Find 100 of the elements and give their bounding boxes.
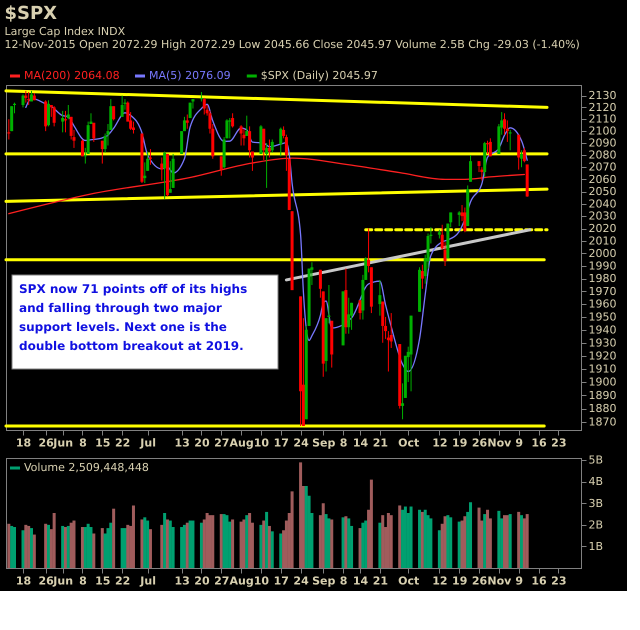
x-tick-label: Oct — [398, 574, 420, 588]
y-tick-label: 1970 — [588, 284, 616, 298]
x-tick-label: Jul — [139, 574, 156, 588]
bar — [410, 506, 413, 568]
candlestick — [240, 124, 243, 146]
candlestick — [270, 139, 274, 154]
candlestick — [488, 138, 492, 157]
x-tick-label: 20 — [194, 436, 210, 450]
x-tick-label: 16 — [531, 436, 548, 450]
candlestick — [268, 139, 271, 158]
x-tick-label: 17 — [274, 574, 289, 588]
bar — [92, 533, 96, 568]
bar — [30, 528, 33, 568]
x-tick-label: 13 — [174, 436, 190, 450]
bar — [10, 526, 14, 568]
bar — [503, 515, 506, 568]
x-tick-label: Sep — [312, 436, 336, 450]
x-tick-label: 22 — [114, 436, 130, 450]
candlestick — [188, 102, 192, 119]
x-tick-label: Nov — [487, 436, 512, 450]
candlestick — [92, 122, 96, 142]
bar — [342, 517, 345, 568]
x-tick-label: 26 — [472, 574, 488, 588]
bar — [231, 519, 234, 568]
candlestick — [262, 128, 266, 160]
y-tick-label: 2110 — [588, 112, 616, 126]
candlestick — [182, 116, 186, 132]
y-tick-label: 1960 — [588, 298, 616, 311]
y-tick-label: 1930 — [588, 336, 616, 350]
bar — [358, 528, 362, 568]
bar — [444, 516, 447, 568]
x-tick-label: 15 — [95, 574, 110, 588]
y-tick-label: 1980 — [588, 272, 616, 286]
bar — [478, 508, 481, 568]
bar — [290, 491, 294, 568]
bar — [44, 524, 48, 568]
y-tick-label: 2030 — [588, 210, 616, 223]
bar — [324, 514, 328, 568]
x-tick-label: 27 — [214, 436, 230, 450]
bar — [268, 526, 271, 568]
chart-subtitle: Large Cap Index INDX — [4, 25, 126, 38]
bar — [188, 520, 192, 568]
y-tick-label: 2050 — [588, 185, 616, 198]
candlestick — [265, 142, 268, 188]
x-tick-label: 9 — [515, 436, 524, 450]
x-tick-label: 26 — [472, 436, 488, 450]
bar — [449, 517, 452, 568]
bar — [80, 527, 84, 568]
y-tick-label: 2020 — [588, 222, 616, 236]
bar — [191, 520, 194, 568]
y-tick-label: 1880 — [588, 402, 616, 416]
x-tick-label: 24 — [293, 436, 310, 450]
y-tick-label: 2120 — [588, 100, 616, 114]
candlestick — [24, 90, 28, 104]
bar — [72, 520, 76, 568]
candlestick — [517, 134, 520, 170]
bar — [347, 518, 350, 568]
bar — [458, 522, 461, 568]
line-series — [8, 157, 525, 214]
x-tick-label: Jun — [52, 574, 74, 588]
y-tick-label: 1950 — [588, 310, 616, 324]
bar — [222, 514, 226, 568]
x-tick-label: 24 — [293, 574, 310, 588]
x-tick-label: 17 — [274, 436, 289, 450]
candlestick — [30, 90, 33, 102]
bar — [398, 505, 402, 568]
y-tick-label: 1920 — [588, 349, 616, 362]
candlestick — [64, 110, 67, 133]
candlestick — [163, 151, 166, 200]
candlestick — [186, 114, 189, 130]
x-tick-label: 15 — [95, 436, 110, 450]
legend-label: MA(5) 2076.09 — [149, 69, 231, 82]
y-tick-label: 1900 — [588, 376, 616, 389]
bar — [52, 513, 56, 568]
candlestick — [486, 140, 490, 154]
x-tick-label: Aug — [229, 436, 254, 450]
x-tick-label: 19 — [452, 574, 468, 588]
bar — [304, 486, 308, 568]
bar — [89, 527, 92, 568]
x-tick-label: 21 — [372, 436, 388, 450]
candlestick — [89, 112, 92, 124]
x-tick-label: 16 — [531, 574, 548, 588]
y-tick-label: 2090 — [588, 136, 616, 150]
candlestick — [180, 130, 184, 154]
candlestick — [27, 92, 30, 106]
candlestick — [143, 162, 146, 184]
bar — [163, 513, 166, 568]
x-tick-label: Jul — [139, 436, 156, 450]
y-tick-label: 1990 — [588, 260, 616, 273]
candlestick — [21, 94, 24, 108]
bar — [322, 503, 325, 568]
candlestick — [66, 104, 70, 120]
bar — [32, 534, 36, 568]
bar — [166, 519, 169, 568]
candlestick — [231, 112, 234, 128]
x-tick-label: 8 — [340, 574, 348, 588]
bar — [148, 529, 152, 568]
x-tick-label: 14 — [352, 436, 369, 450]
y-tick-label: 2130 — [588, 89, 616, 102]
bar — [21, 530, 24, 568]
